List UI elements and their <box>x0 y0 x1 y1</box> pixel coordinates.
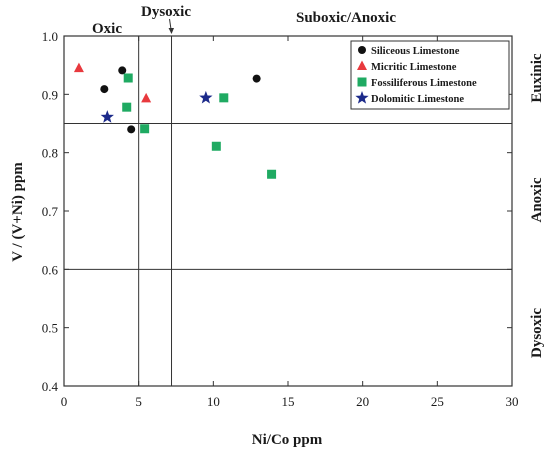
point-fossiliferous-limestone-5 <box>267 169 277 179</box>
legend-marker-fossiliferous-limestone <box>357 77 367 87</box>
x-tick-label-5: 25 <box>431 394 444 409</box>
legend-label-micritic-limestone: Micritic Limestone <box>371 62 457 73</box>
x-tick-label-4: 20 <box>356 394 369 409</box>
y-tick-label-3: 0.7 <box>42 204 59 219</box>
point-fossiliferous-limestone-2 <box>140 124 150 134</box>
region-label-anoxic: Anoxic <box>529 177 545 222</box>
point-dolomitic-limestone-1 <box>199 90 213 104</box>
point-siliceous-limestone-1 <box>118 66 127 75</box>
y-tick-label-2: 0.6 <box>42 262 59 277</box>
point-siliceous-limestone-3 <box>252 74 261 83</box>
region-label-dysoxic-right: Dysoxic <box>529 308 545 358</box>
x-tick-label-2: 10 <box>207 394 220 409</box>
point-micritic-limestone-1 <box>141 92 152 103</box>
point-siliceous-limestone-0 <box>100 85 109 94</box>
dysoxic-arrow-head <box>168 28 175 34</box>
region-label-dysoxic-top: Dysoxic <box>141 4 191 20</box>
legend-box <box>350 40 510 110</box>
point-fossiliferous-limestone-0 <box>123 73 133 83</box>
y-tick-label-6: 1.0 <box>42 29 58 44</box>
y-axis-label: V / (V+Ni) ppm <box>10 162 26 262</box>
legend-label-siliceous-limestone: Siliceous Limestone <box>371 46 460 57</box>
y-tick-label-1: 0.5 <box>42 321 58 336</box>
x-tick-label-6: 30 <box>506 394 519 409</box>
point-fossiliferous-limestone-3 <box>219 93 229 103</box>
y-tick-label-4: 0.8 <box>42 146 58 161</box>
x-tick-label-3: 15 <box>282 394 295 409</box>
legend-label-dolomitic-limestone: Dolomitic Limestone <box>371 94 464 105</box>
point-siliceous-limestone-2 <box>127 125 136 134</box>
legend-marker-dolomitic-limestone <box>355 91 369 104</box>
x-tick-label-1: 5 <box>135 394 142 409</box>
point-fossiliferous-limestone-1 <box>122 102 132 112</box>
legend-marker-siliceous-limestone <box>358 46 366 54</box>
point-micritic-limestone-0 <box>73 62 84 73</box>
point-fossiliferous-limestone-4 <box>211 141 221 151</box>
y-tick-label-5: 0.9 <box>42 87 58 102</box>
region-label-oxic: Oxic <box>92 21 122 37</box>
legend-marker-micritic-limestone <box>357 60 367 70</box>
y-tick-label-0: 0.4 <box>42 379 59 394</box>
point-dolomitic-limestone-0 <box>100 110 114 123</box>
legend-label-fossiliferous-limestone: Fossiliferous Limestone <box>371 78 477 89</box>
x-tick-label-0: 0 <box>61 394 68 409</box>
region-label-euxinic: Euxinic <box>529 53 545 103</box>
x-axis-label: Ni/Co ppm <box>252 432 323 448</box>
region-label-suboxic-anoxic: Suboxic/Anoxic <box>296 10 396 26</box>
